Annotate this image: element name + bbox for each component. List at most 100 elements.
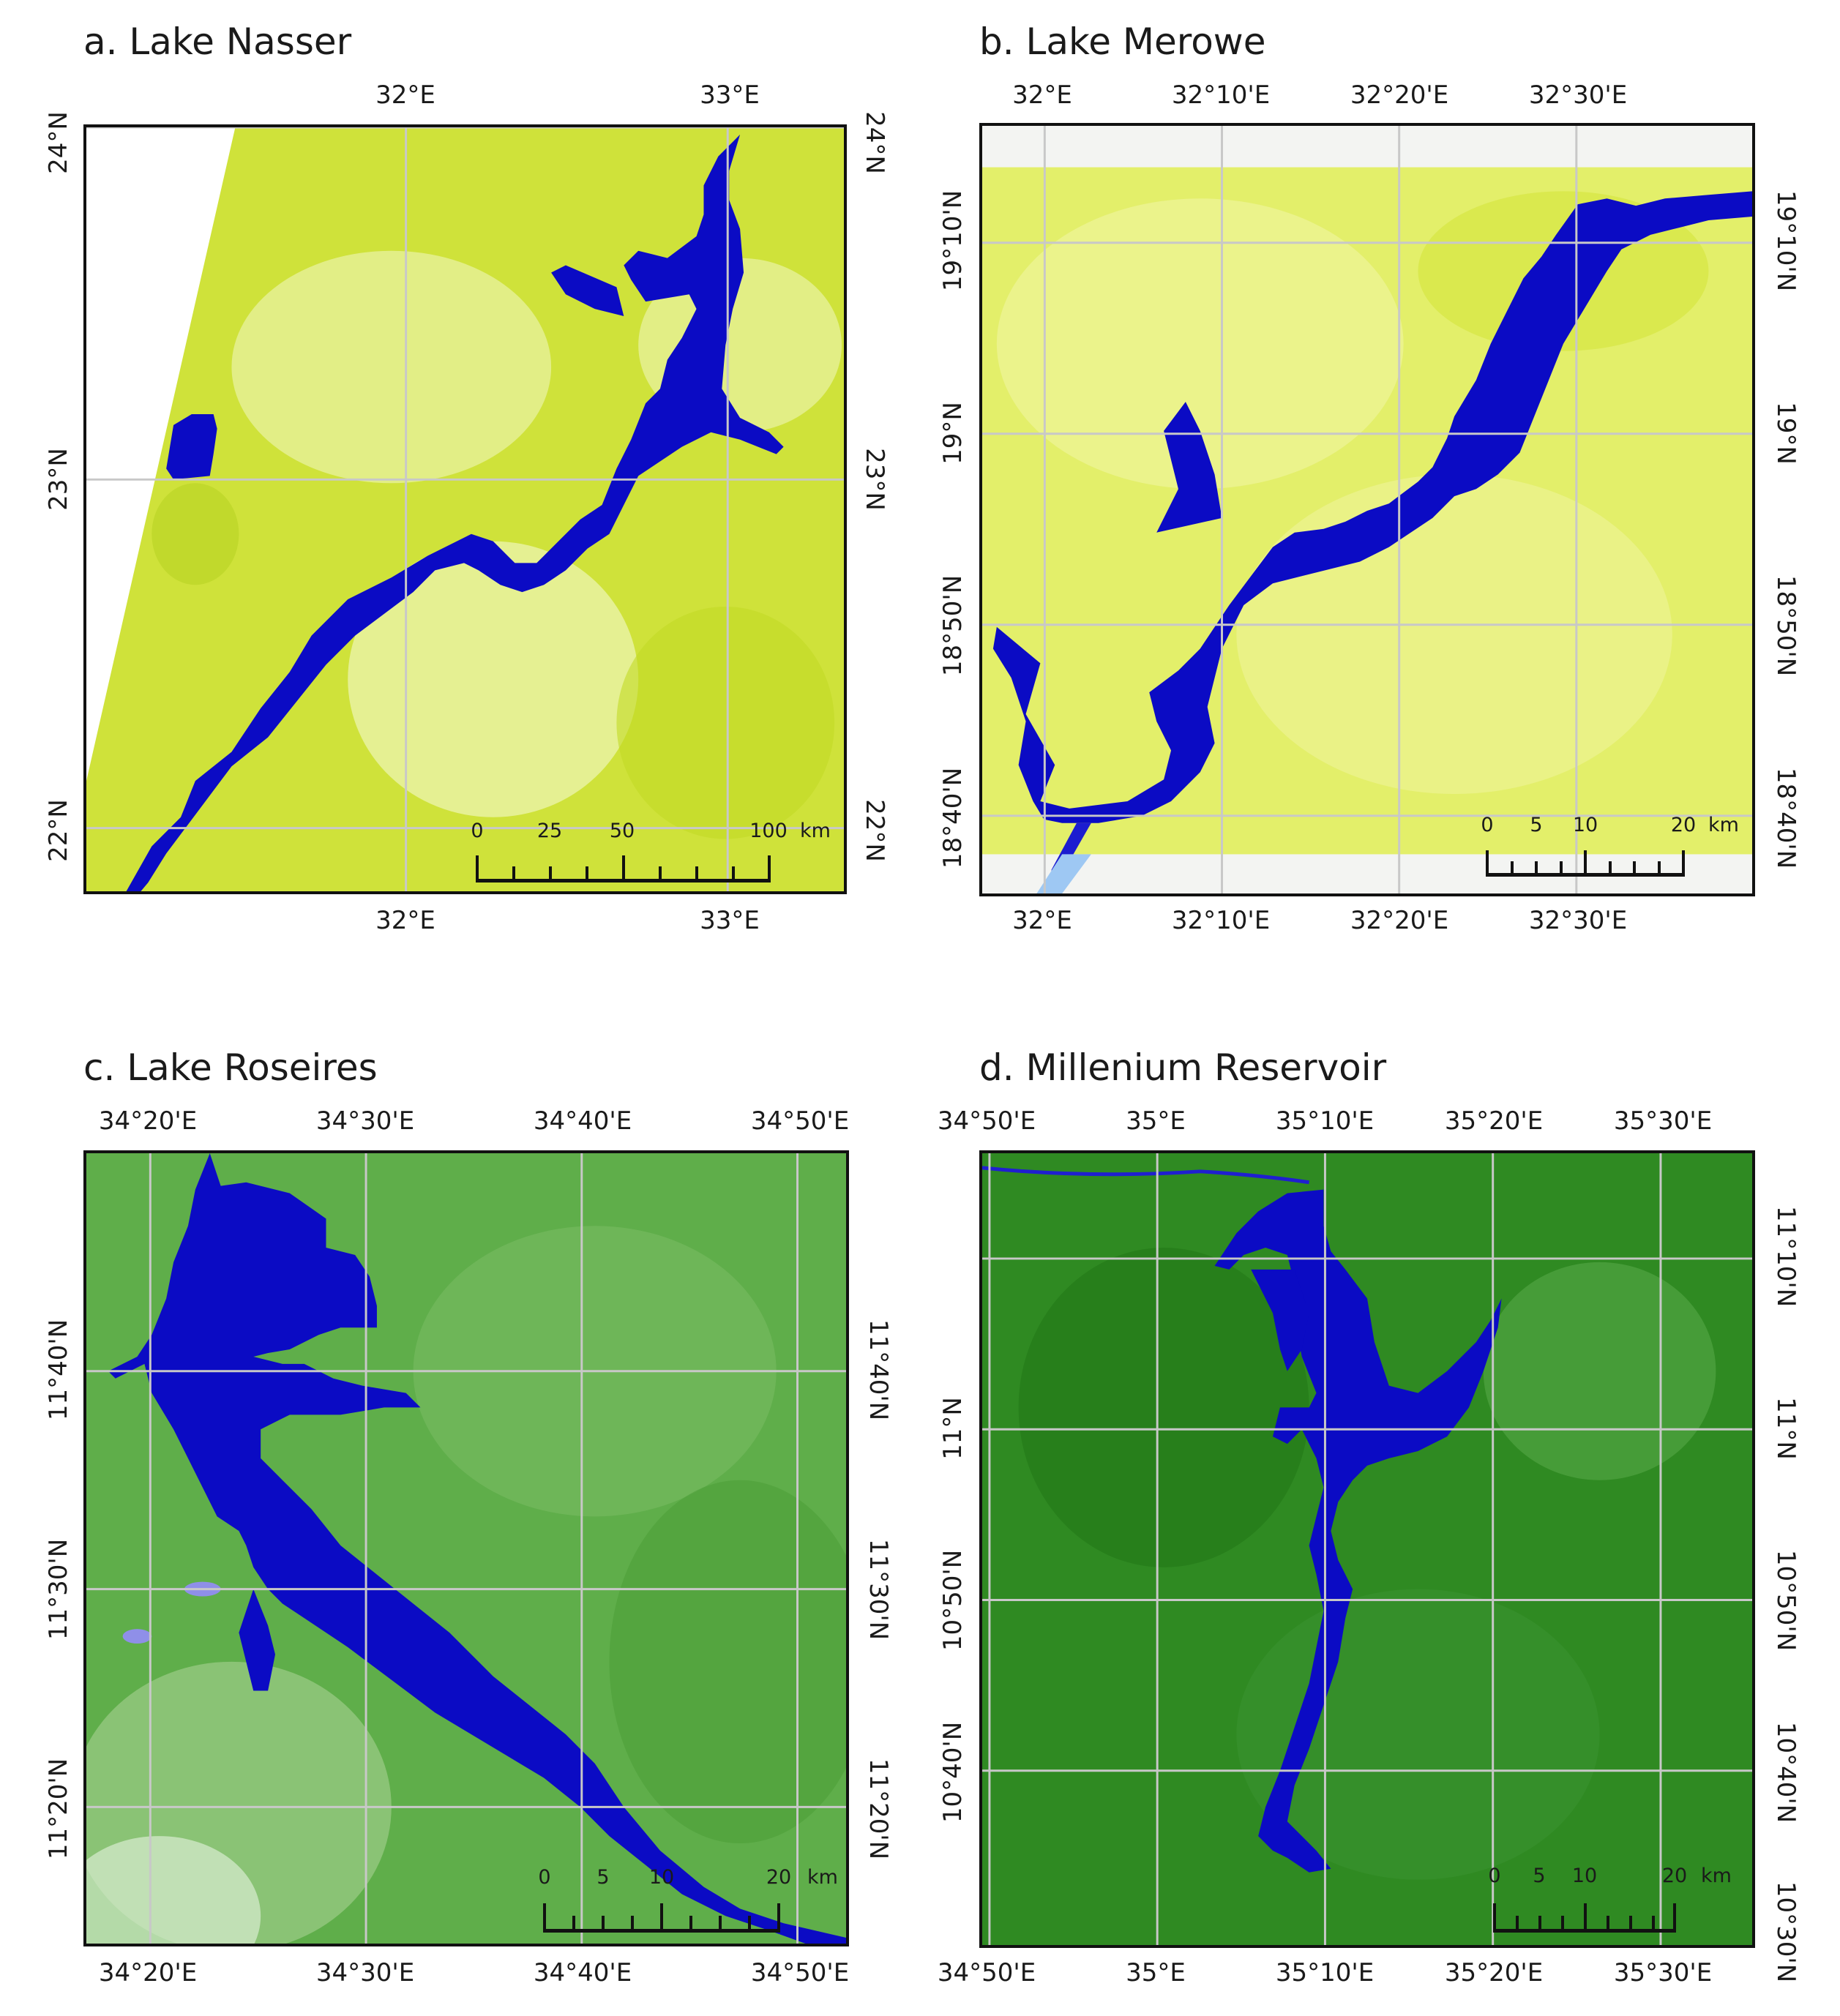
scalebar-tick	[732, 866, 735, 881]
panel-c-bottom-tick: 34°50'E	[750, 1958, 850, 1987]
scalebar-tick	[1652, 1916, 1655, 1931]
millenium-reservoir-water	[1214, 1189, 1502, 1873]
panel-c-graticule	[86, 1153, 846, 1944]
panel-a-scalebar-label: 50	[609, 820, 635, 842]
scalebar-tick	[660, 1903, 663, 1933]
panel-d-right-tick: 10°30'N	[1771, 1881, 1800, 1983]
panel-d-scalebar-label: 0	[1488, 1865, 1501, 1887]
panel-d-bottom-tick: 35°20'E	[1444, 1958, 1544, 1987]
panel-b-bottom-tick: 32°30'E	[1528, 906, 1628, 935]
panel-b-title: b. Lake Merowe	[979, 20, 1266, 63]
panel-a-left-tick: 24°N	[44, 111, 73, 174]
panel-b-graticule	[982, 126, 1752, 893]
panel-b-left-tick: 18°50'N	[938, 574, 968, 677]
scalebar-tick	[768, 855, 771, 883]
panel-c-title: c. Lake Roseires	[83, 1046, 378, 1089]
panel-d-top-tick: 35°30'E	[1613, 1106, 1713, 1136]
panel-c-scalebar-label: 0	[538, 1866, 551, 1889]
panel-b-right-tick: 19°10'N	[1771, 190, 1800, 292]
panel-d-right-tick: 11°10'N	[1771, 1205, 1800, 1308]
panel-c-top-tick: 34°40'E	[533, 1106, 632, 1136]
scalebar-tick	[476, 855, 479, 883]
panel-d-scalebar-unit: km	[1701, 1865, 1732, 1887]
panel-a-scalebar-label: 100	[749, 820, 788, 842]
panel-b-top-tick: 32°30'E	[1528, 80, 1628, 110]
panel-d-scalebar-label: 10	[1571, 1865, 1598, 1887]
panel-a-graticule	[86, 127, 844, 891]
scalebar-tick	[622, 855, 625, 883]
panel-b-scalebar-label: 5	[1530, 814, 1543, 836]
lake-roseires-water	[108, 1153, 846, 1944]
panel-b-bottom-tick: 32°10'E	[1171, 906, 1271, 935]
panel-a-right-tick: 24°N	[860, 111, 889, 174]
panel-a-left-tick: 22°N	[44, 799, 73, 862]
panel-b-scalebar-label: 20	[1670, 814, 1697, 836]
panel-a-right-tick: 23°N	[860, 448, 889, 511]
panel-a-top-tick: 33°E	[700, 80, 760, 110]
panel-b-left-tick: 19°N	[938, 402, 968, 465]
scalebar-tick	[1673, 1903, 1676, 1933]
panel-c-top-tick: 34°20'E	[98, 1106, 198, 1136]
panel-c-raster	[86, 1153, 846, 1944]
panel-c-map[interactable]: 0 5 10 20 km	[83, 1150, 849, 1946]
scalebar-tick	[719, 1916, 722, 1931]
scalebar-tick	[586, 866, 588, 881]
scalebar-tick	[1560, 861, 1563, 876]
scalebar-tick	[1682, 850, 1685, 877]
panel-c-scalebar-unit: km	[807, 1866, 838, 1889]
panel-c-left-tick: 11°30'N	[44, 1538, 73, 1641]
panel-d-right-tick: 10°50'N	[1771, 1549, 1800, 1652]
scalebar-tick	[1607, 1916, 1609, 1931]
panel-b-right-tick: 18°50'N	[1771, 574, 1800, 677]
scalebar-tick	[1584, 850, 1587, 877]
panel-c-left-tick: 11°40'N	[44, 1319, 73, 1421]
panel-b-left-tick: 18°40'N	[938, 767, 968, 869]
scalebar-tick	[1493, 1903, 1496, 1933]
panel-d-bottom-tick: 34°50'E	[937, 1958, 1036, 1987]
panel-b-scalebar-label: 10	[1572, 814, 1598, 836]
panel-c-left-tick: 11°20'N	[44, 1758, 73, 1860]
panel-d-top-tick: 34°50'E	[937, 1106, 1036, 1136]
panel-d-top-tick: 35°10'E	[1275, 1106, 1375, 1136]
scalebar-tick	[1516, 1916, 1519, 1931]
scalebar-tick	[1535, 861, 1538, 876]
panel-d-title: d. Millenium Reservoir	[979, 1046, 1387, 1089]
panel-a-bottom-tick: 33°E	[700, 906, 760, 935]
lake-nasser-water	[126, 134, 784, 891]
scalebar-tick	[1511, 861, 1514, 876]
panel-c-right-tick: 11°30'N	[864, 1538, 893, 1641]
panel-a-top-tick: 32°E	[375, 80, 435, 110]
panel-c-scalebar-label: 20	[766, 1866, 792, 1889]
scalebar-tick	[1633, 861, 1636, 876]
scalebar-tick	[695, 866, 698, 881]
millenium-reservoir-river	[982, 1166, 1309, 1185]
panel-b-top-tick: 32°10'E	[1171, 80, 1271, 110]
panel-a-map[interactable]: 0 25 50 100 km	[83, 124, 847, 894]
panel-b-top-tick: 32°E	[1012, 80, 1072, 110]
panel-b-map[interactable]: 0 5 10 20 km	[979, 123, 1755, 896]
panel-d-bottom-tick: 35°10'E	[1275, 1958, 1375, 1987]
scalebar-tick	[543, 1903, 546, 1933]
panel-c-scalebar-label: 10	[648, 1866, 675, 1889]
panel-c-top-tick: 34°50'E	[750, 1106, 850, 1136]
panel-a-scalebar-label: 25	[536, 820, 563, 842]
scalebar-tick	[1538, 1916, 1541, 1931]
panel-d-left-tick: 10°40'N	[938, 1721, 968, 1824]
panel-b-scalebar-label: 0	[1481, 814, 1494, 836]
panel-b-top-tick: 32°20'E	[1350, 80, 1449, 110]
panel-a-scalebar-label: 0	[471, 820, 484, 842]
panel-a-raster	[86, 127, 844, 891]
scalebar-tick	[549, 866, 552, 881]
panel-d-graticule	[982, 1153, 1752, 1945]
panel-d-bottom-tick: 35°30'E	[1613, 1958, 1713, 1987]
scalebar-tick	[1609, 861, 1612, 876]
panel-b-bottom-tick: 32°E	[1012, 906, 1072, 935]
scalebar-tick	[512, 866, 515, 881]
panel-d-scalebar-label: 20	[1661, 1865, 1688, 1887]
panel-b-left-tick: 19°10'N	[938, 190, 968, 292]
panel-d-top-tick: 35°20'E	[1444, 1106, 1544, 1136]
scalebar-tick	[777, 1903, 780, 1933]
panel-d-map[interactable]: 0 5 10 20 km	[979, 1150, 1755, 1948]
panel-c-right-tick: 11°20'N	[864, 1758, 893, 1860]
panel-d-top-tick: 35°E	[1126, 1106, 1186, 1136]
